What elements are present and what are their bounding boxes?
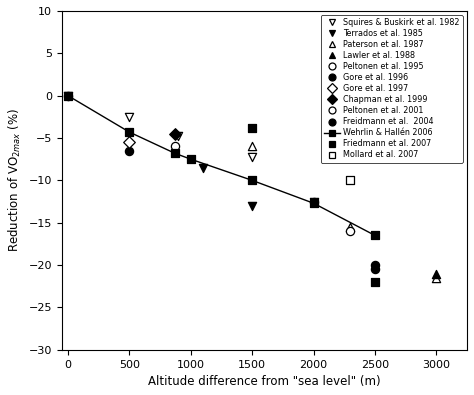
Point xyxy=(175,133,182,139)
Point xyxy=(199,164,207,171)
Point xyxy=(126,139,133,145)
Point xyxy=(310,198,318,205)
Point xyxy=(248,177,256,184)
X-axis label: Altitude difference from "sea level" (m): Altitude difference from "sea level" (m) xyxy=(148,375,381,388)
Point xyxy=(171,150,179,156)
Point xyxy=(346,224,354,230)
Point xyxy=(310,200,318,207)
Point xyxy=(64,92,72,99)
Point xyxy=(371,279,379,285)
Point xyxy=(433,275,440,281)
Point xyxy=(126,114,133,120)
Point xyxy=(126,148,133,154)
Point xyxy=(171,143,179,150)
Point xyxy=(171,131,179,137)
Point xyxy=(248,143,256,150)
Point xyxy=(346,228,354,234)
Point xyxy=(248,125,256,131)
Point xyxy=(371,266,379,273)
Point xyxy=(346,177,354,184)
Point xyxy=(187,156,194,162)
Point xyxy=(248,203,256,209)
Point xyxy=(371,232,379,239)
Y-axis label: Reduction of VO$_{2max}$ (%): Reduction of VO$_{2max}$ (%) xyxy=(7,108,23,252)
Point xyxy=(310,198,318,205)
Point xyxy=(64,92,72,99)
Point xyxy=(371,262,379,268)
Point xyxy=(433,271,440,277)
Point xyxy=(248,154,256,160)
Point xyxy=(126,129,133,135)
Legend: Squires & Buskirk et al. 1982, Terrados et al. 1985, Paterson et al. 1987, Lawle: Squires & Buskirk et al. 1982, Terrados … xyxy=(321,15,463,163)
Point xyxy=(64,92,72,99)
